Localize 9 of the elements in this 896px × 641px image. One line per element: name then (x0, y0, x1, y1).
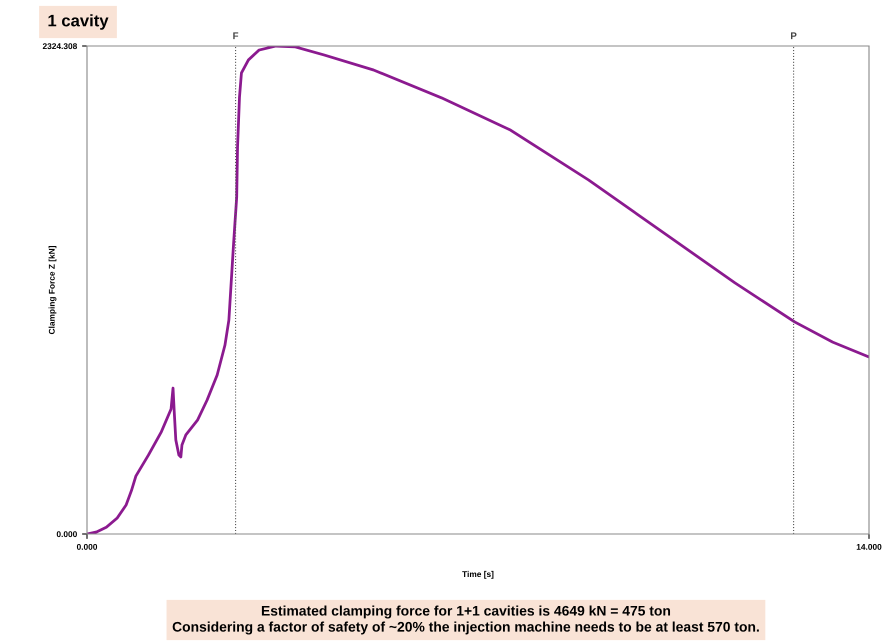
ref-line-label: P (791, 32, 797, 40)
x-axis-title: Time [s] (462, 570, 494, 579)
x-tick-label: 14.000 (856, 544, 882, 550)
ref-line-label: F (233, 32, 238, 40)
text: Estimated clamping force for 1+1 cavities is 4649 kN = 475 ton Considering a factor of safety of ~20% the injection machine needs to be at least 570 ton. (172, 605, 759, 635)
y-axis-title: Clamping Force Z [kN] (48, 246, 56, 334)
line-series (87, 46, 869, 534)
y-tick-label: 2324.308 (42, 43, 78, 50)
chart-title: 1 cavity (48, 14, 108, 30)
